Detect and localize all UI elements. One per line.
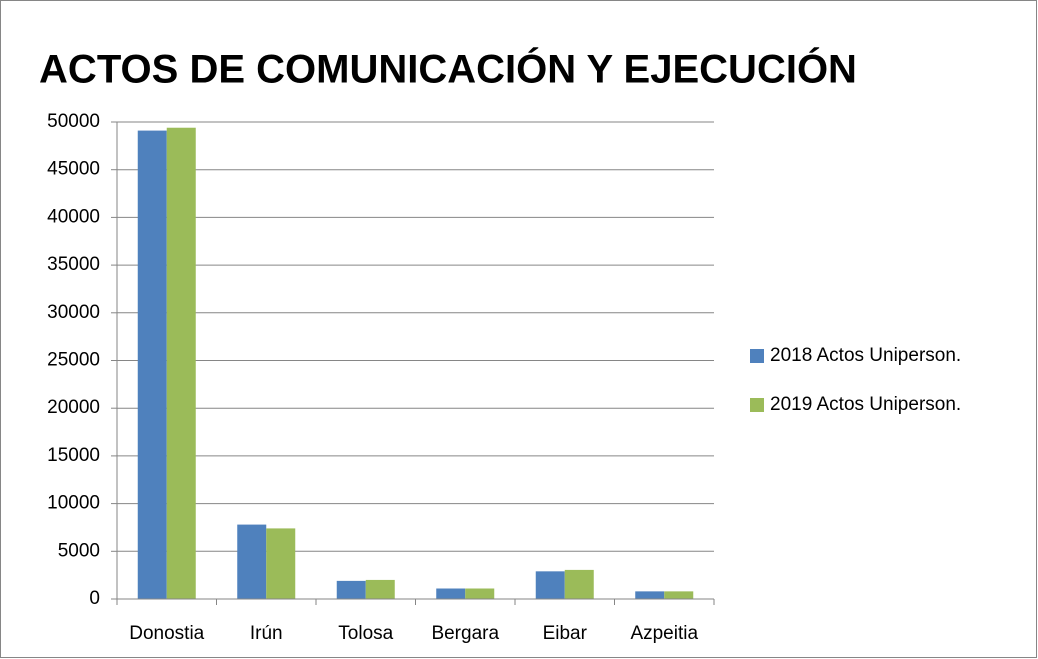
- bar: [365, 579, 395, 599]
- chart-title: ACTOS DE COMUNICACIÓN Y EJECUCIÓN: [39, 46, 857, 92]
- x-tick-label: Bergara: [431, 623, 499, 644]
- bar: [465, 588, 495, 599]
- x-tick-label: Donostia: [129, 623, 204, 644]
- legend-label: 2019 Actos Uniperson.: [770, 394, 961, 415]
- bar: [237, 524, 267, 599]
- bar: [664, 591, 694, 599]
- x-tick-label: Azpeitia: [630, 623, 698, 644]
- y-tick-label: 0: [89, 588, 100, 609]
- x-tick-label: Eibar: [543, 623, 588, 644]
- legend-swatch: [750, 349, 764, 363]
- bar: [635, 591, 665, 599]
- bar: [166, 127, 196, 599]
- x-tick-label: Irún: [250, 623, 283, 644]
- legend-swatch: [750, 398, 764, 412]
- bar: [436, 588, 466, 599]
- x-tick-label: Tolosa: [338, 623, 393, 644]
- bar: [336, 580, 366, 599]
- y-tick-label: 30000: [47, 302, 100, 323]
- bar: [137, 130, 167, 599]
- bar: [266, 528, 296, 599]
- y-tick-label: 15000: [47, 445, 100, 466]
- y-tick-label: 45000: [47, 159, 100, 180]
- legend-label: 2018 Actos Uniperson.: [770, 345, 961, 366]
- y-tick-label: 35000: [47, 254, 100, 275]
- y-tick-label: 20000: [47, 397, 100, 418]
- bar: [535, 571, 565, 599]
- y-tick-label: 5000: [58, 540, 100, 561]
- y-tick-label: 50000: [47, 111, 100, 132]
- y-tick-label: 40000: [47, 206, 100, 227]
- y-tick-label: 25000: [47, 350, 100, 371]
- y-tick-label: 10000: [47, 493, 100, 514]
- bar: [564, 569, 594, 599]
